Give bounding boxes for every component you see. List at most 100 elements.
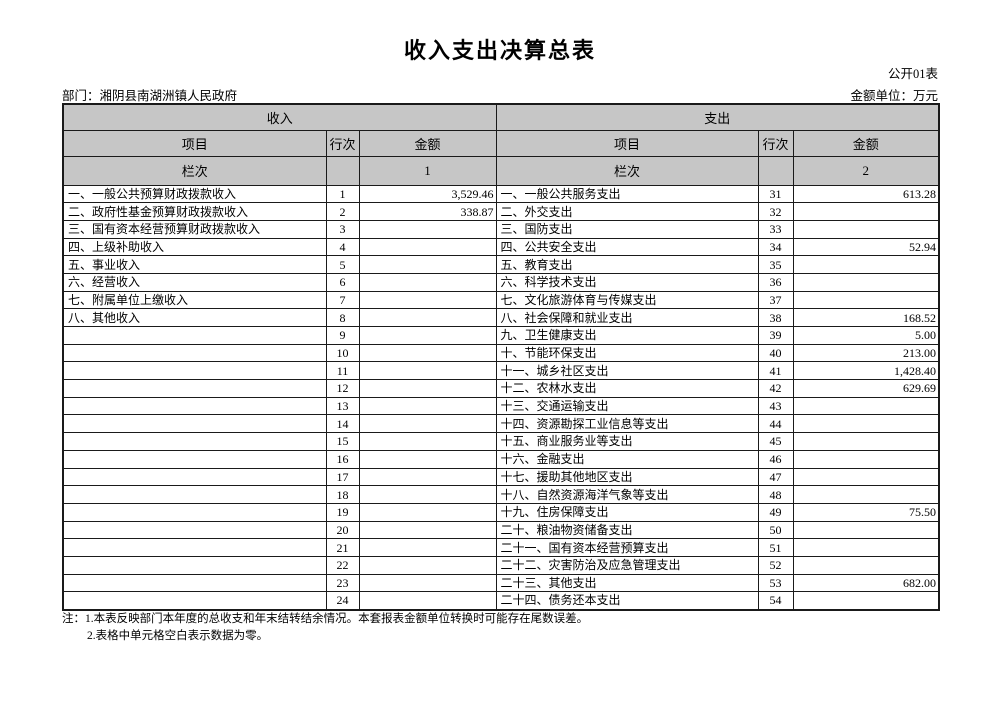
expense-line-cell: 43 [757,396,794,416]
expense-amount-cell: 168.52 [792,308,940,327]
expense-amount-cell [792,520,940,540]
expense-item-cell: 十九、住房保障支出 [495,502,759,522]
expense-line-cell: 51 [757,538,794,557]
table-row: 12 十二、农林水支出 42 629.69 [62,379,940,398]
expense-item-header: 项目 [495,129,759,157]
expense-line-cell: 38 [757,308,794,327]
section-header-row: 收入 支出 [62,103,940,131]
table-row: 15 十五、商业服务业等支出 45 [62,432,940,451]
expense-line-cell: 52 [757,555,794,575]
income-item-cell [62,555,327,575]
income-item-cell [62,343,327,363]
expense-item-cell: 二十、粮油物资储备支出 [495,520,759,540]
income-line-cell: 19 [325,502,360,522]
page-title: 收入支出决算总表 [403,38,596,63]
expense-line-cell: 39 [757,326,794,345]
meta-row: 部门：湘阴县南湖洲镇人民政府 金额单位：万元 [62,85,938,104]
income-amount-cell [358,219,497,239]
department-label: 部门：湘阴县南湖洲镇人民政府 [62,89,238,103]
table-row: 24 二十四、债务还本支出 54 [62,591,940,610]
income-amount-cell [358,414,497,434]
income-line-cell: 6 [325,272,360,292]
income-amount-cell [358,272,497,292]
expense-colindex-blank [757,155,794,186]
expense-section-header: 支出 [495,103,940,131]
income-line-cell: 13 [325,396,360,416]
income-amount-header: 金额 [358,129,497,157]
income-amount-cell [358,326,497,345]
expense-item-cell: 四、公共安全支出 [495,237,759,257]
expense-item-cell: 三、国防支出 [495,219,759,239]
table-row: 六、经营收入 6 六、科学技术支出 36 [62,272,940,292]
income-amount-cell [358,573,497,593]
expense-amount-cell: 5.00 [792,326,940,345]
expense-item-cell: 二十三、其他支出 [495,573,759,593]
expense-amount-cell: 52.94 [792,237,940,257]
revenue-expenditure-table: 收入 支出 项目 行次 金额 项目 行次 金额 栏次 1 栏次 2 一、一般公共… [62,103,940,611]
expense-line-cell: 50 [757,520,794,540]
expense-line-cell: 37 [757,290,794,310]
expense-amount-cell [792,202,940,221]
expense-line-cell: 44 [757,414,794,434]
expense-amount-cell [792,555,940,575]
expense-item-cell: 九、卫生健康支出 [495,326,759,345]
income-section-header: 收入 [62,103,497,131]
footnote-1: 注：1.本表反映部门本年度的总收支和年末结转结余情况。本套报表金额单位转换时可能… [62,613,589,625]
expense-item-cell: 六、科学技术支出 [495,272,759,292]
income-line-cell: 5 [325,255,360,274]
income-colindex-number: 1 [358,155,497,186]
income-item-cell: 四、上级补助收入 [62,237,327,257]
income-item-cell: 八、其他收入 [62,308,327,327]
expense-item-cell: 十、节能环保支出 [495,343,759,363]
table-row: 二、政府性基金预算财政拨款收入 2 338.87 二、外交支出 32 [62,202,940,221]
income-amount-cell [358,237,497,257]
income-amount-cell: 3,529.46 [358,184,497,204]
expense-amount-header: 金额 [792,129,940,157]
expense-item-cell: 十五、商业服务业等支出 [495,432,759,451]
income-item-cell [62,326,327,345]
income-item-cell: 一、一般公共预算财政拨款收入 [62,184,327,204]
income-amount-cell [358,467,497,487]
expense-amount-cell [792,272,940,292]
income-line-cell: 20 [325,520,360,540]
income-amount-cell [358,255,497,274]
income-item-cell [62,414,327,434]
income-line-cell: 10 [325,343,360,363]
income-amount-cell [358,290,497,310]
expense-line-cell: 53 [757,573,794,593]
table-row: 10 十、节能环保支出 40 213.00 [62,343,940,363]
expense-amount-cell: 682.00 [792,573,940,593]
income-line-cell: 21 [325,538,360,557]
expense-amount-cell: 213.00 [792,343,940,363]
income-line-cell: 11 [325,361,360,381]
expense-amount-cell [792,591,940,610]
expense-amount-cell [792,255,940,274]
expense-amount-cell: 613.28 [792,184,940,204]
income-item-cell [62,396,327,416]
income-line-cell: 18 [325,485,360,504]
expense-amount-cell [792,432,940,451]
expense-item-cell: 十一、城乡社区支出 [495,361,759,381]
expense-line-cell: 34 [757,237,794,257]
footnotes: 注：1.本表反映部门本年度的总收支和年末结转结余情况。本套报表金额单位转换时可能… [62,611,938,645]
expense-line-header: 行次 [757,129,794,157]
income-amount-cell: 338.87 [358,202,497,221]
expense-amount-cell: 75.50 [792,502,940,522]
expense-line-cell: 33 [757,219,794,239]
income-item-cell: 二、政府性基金预算财政拨款收入 [62,202,327,221]
income-amount-cell [358,343,497,363]
income-line-cell: 22 [325,555,360,575]
table-row: 11 十一、城乡社区支出 41 1,428.40 [62,361,940,381]
expense-item-cell: 五、教育支出 [495,255,759,274]
table-row: 三、国有资本经营预算财政拨款收入 3 三、国防支出 33 [62,219,940,239]
table-row: 五、事业收入 5 五、教育支出 35 [62,255,940,274]
income-amount-cell [358,538,497,557]
expense-item-cell: 一、一般公共服务支出 [495,184,759,204]
column-header-row: 项目 行次 金额 项目 行次 金额 [62,129,940,157]
income-line-cell: 15 [325,432,360,451]
expense-amount-cell [792,538,940,557]
expense-amount-cell: 1,428.40 [792,361,940,381]
expense-line-cell: 46 [757,449,794,469]
income-amount-cell [358,308,497,327]
income-colindex-blank [325,155,360,186]
